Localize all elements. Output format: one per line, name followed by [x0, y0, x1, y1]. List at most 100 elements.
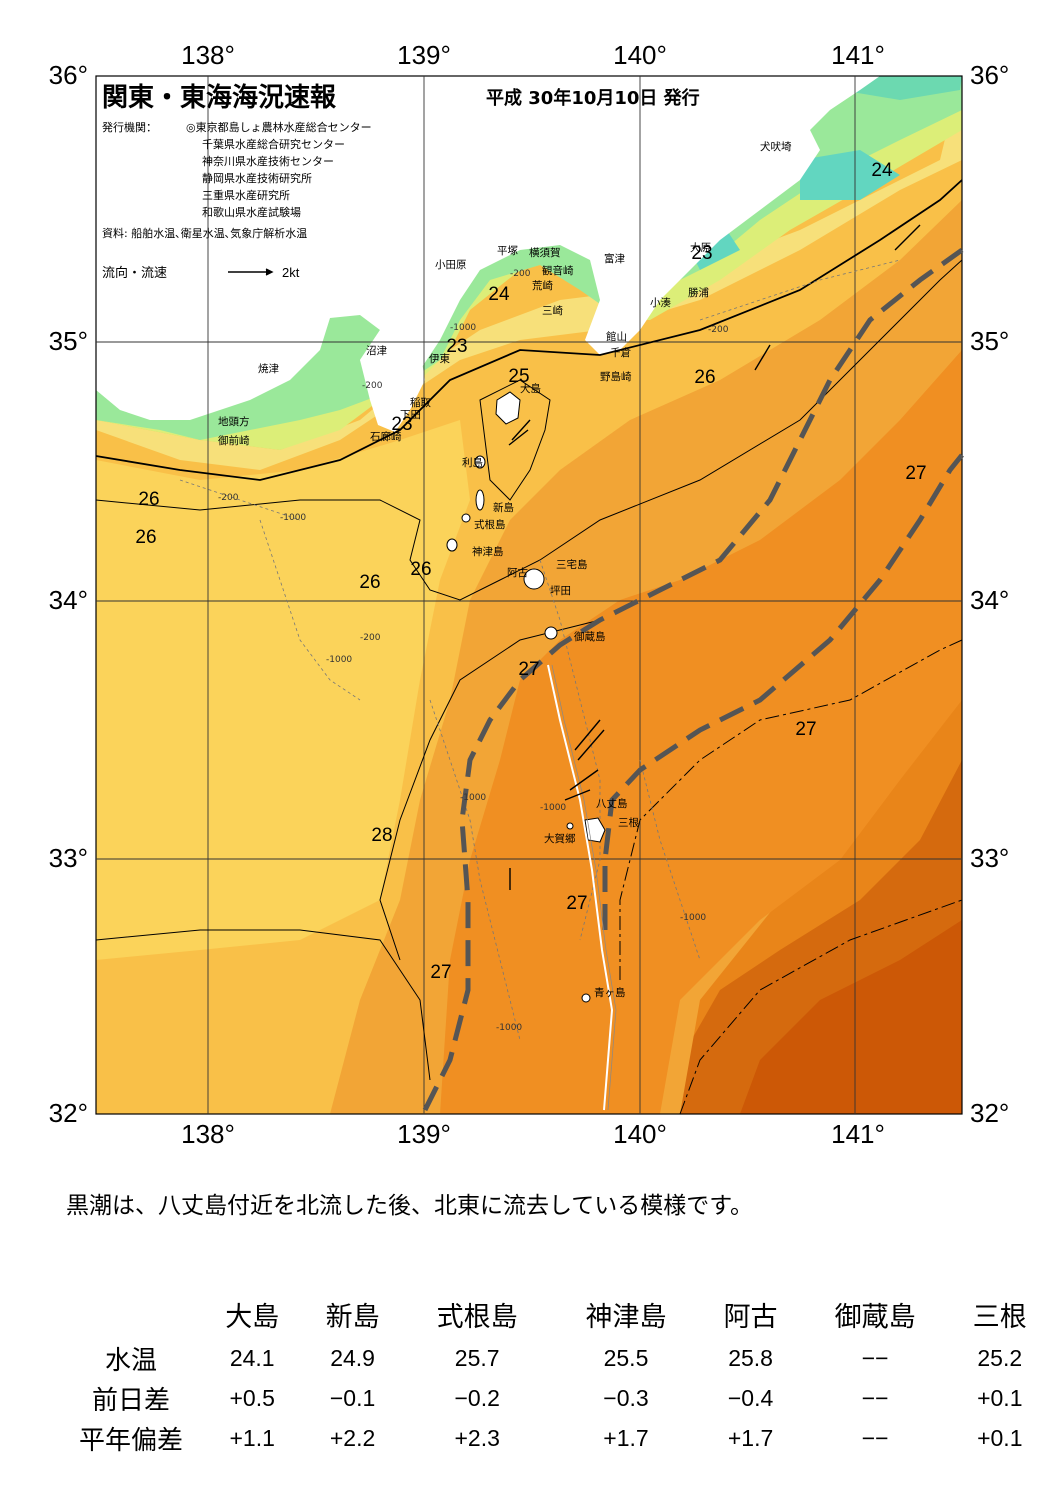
- table-cell: −−: [861, 1384, 889, 1411]
- isotherm-label: 23: [691, 243, 712, 264]
- place-label: 稲取: [410, 397, 431, 409]
- table-cell: −0.2: [454, 1384, 500, 1411]
- place-label: 青ヶ島: [594, 986, 626, 999]
- table-cell: +0.1: [977, 1384, 1023, 1411]
- depth-contours: [179, 259, 901, 1041]
- lat-label-right: 32°: [970, 1098, 1009, 1128]
- table-cell: −−: [861, 1424, 889, 1451]
- place-label: 地頭方: [218, 415, 250, 428]
- table-cell: −0.1: [329, 1384, 376, 1411]
- row-label: 前日差: [91, 1385, 170, 1416]
- issuer-label: 発行機関：: [102, 120, 157, 134]
- table-row: 前日差 +0.5 −0.1 −0.2 −0.3 −0.4 −− +0.1: [60, 1378, 1050, 1418]
- current-vectors: [228, 224, 921, 890]
- isotherm-label: 26: [138, 489, 159, 510]
- place-label: 新島: [493, 501, 514, 514]
- place-label: 伊東: [429, 352, 450, 365]
- place-label: 阿古: [507, 566, 528, 579]
- isotherm-label: 25: [508, 366, 529, 387]
- place-label: 八丈島: [596, 797, 628, 810]
- isotherm-lines: [95, 179, 963, 1115]
- depth-label: -1000: [326, 655, 352, 665]
- table-cell: −0.3: [603, 1384, 649, 1411]
- table-cell: 24.9: [330, 1344, 375, 1371]
- lat-label-right: 33°: [970, 843, 1009, 873]
- isotherm-label: 24: [871, 160, 893, 181]
- issuer-1: ◎東京都島しょ農林水産総合センター: [186, 120, 372, 134]
- row-label: 水温: [104, 1345, 157, 1376]
- depth-label: -200: [708, 325, 729, 335]
- lon-label-top: 138°: [181, 40, 235, 70]
- sea-temperature-map: 138° 139° 140° 141° 138° 139° 140° 141° …: [49, 40, 1010, 1149]
- lon-label-bottom: 139°: [397, 1119, 451, 1149]
- map-frame: [95, 75, 963, 1115]
- station-header: 神津島: [585, 1301, 667, 1333]
- place-label: 野島崎: [600, 370, 632, 383]
- graticule: [96, 76, 962, 1114]
- lat-label-right: 36°: [970, 60, 1009, 90]
- lat-label-left: 32°: [49, 1098, 88, 1128]
- isotherm-label: 27: [795, 719, 816, 740]
- depth-label: -1000: [540, 803, 566, 813]
- table-cell: +0.5: [229, 1384, 275, 1411]
- place-label: 神津島: [472, 545, 504, 558]
- lat-label-left: 34°: [49, 585, 88, 615]
- issuer-3: 神奈川県水産技術センター: [202, 154, 334, 168]
- place-label: 大賀郷: [544, 832, 576, 845]
- map-title: 関東・東海海況速報: [102, 83, 337, 113]
- place-label: 三宅島: [556, 558, 588, 571]
- table-cell: +1.1: [229, 1424, 275, 1451]
- table-cell: −0.4: [727, 1384, 774, 1411]
- row-label: 平年偏差: [78, 1425, 183, 1456]
- depth-label: -1000: [450, 323, 476, 333]
- longitude-labels: 138° 139° 140° 141° 138° 139° 140° 141°: [181, 40, 885, 1149]
- isotherm-label: 28: [371, 825, 392, 846]
- depth-label: -200: [362, 381, 383, 391]
- table-row: 水温 24.1 24.9 25.7 25.5 25.8 −− 25.2: [60, 1338, 1050, 1378]
- station-header: 御蔵島: [834, 1301, 916, 1333]
- place-label: 富津: [604, 252, 625, 265]
- place-label: 三崎: [542, 304, 563, 317]
- isotherm-label: 23: [446, 336, 467, 357]
- station-header: 大島: [225, 1301, 280, 1333]
- place-label: 利島: [462, 456, 483, 469]
- table-corner: [60, 1290, 202, 1338]
- ship-track: [547, 664, 617, 1111]
- place-label: 式根島: [474, 518, 506, 531]
- issuer-4: 静岡県水産技術研究所: [202, 171, 312, 185]
- lat-label-left: 33°: [49, 843, 88, 873]
- lat-label-left: 36°: [49, 60, 88, 90]
- place-label: 横須賀: [529, 246, 561, 259]
- place-label: 大原: [690, 241, 711, 254]
- issuer-2: 千葉県水産総合研究センター: [202, 137, 345, 151]
- place-label: 荒崎: [532, 279, 553, 292]
- table-cell: 25.8: [728, 1344, 773, 1371]
- depth-label: -1000: [460, 793, 486, 803]
- isotherm-label: 26: [359, 572, 380, 593]
- place-label: 石廊崎: [370, 430, 402, 443]
- lon-label-bottom: 141°: [831, 1119, 885, 1149]
- table-header-row: 大島 新島 式根島 神津島 阿古 御蔵島 三根: [60, 1290, 1050, 1338]
- issuer-5: 三重県水産研究所: [202, 188, 290, 202]
- issue-date: 平成 30年10月10日 発行: [486, 87, 700, 109]
- isotherm-label: 26: [694, 367, 715, 388]
- depth-label: -1000: [680, 913, 706, 923]
- observation-table: 大島 新島 式根島 神津島 阿古 御蔵島 三根 水温 24.1 24.9 25.…: [60, 1290, 1050, 1458]
- place-label: 勝浦: [688, 286, 709, 299]
- current-legend-scale: 2kt: [282, 265, 300, 280]
- lat-label-right: 34°: [970, 585, 1009, 615]
- place-label: 三根: [618, 816, 639, 829]
- place-label: 大島: [520, 382, 541, 395]
- place-label: 犬吠埼: [760, 140, 792, 153]
- lon-label-bottom: 140°: [613, 1119, 667, 1149]
- isotherm-labels: 24 24 23 23 23 25 26 26 26 26 26 27 27 2…: [135, 160, 926, 983]
- map-header: 関東・東海海況速報 平成 30年10月10日 発行 発行機関： ◎東京都島しょ農…: [102, 83, 700, 281]
- summary-text: 黒潮は、八丈島付近を北流した後、北東に流去している模様です。: [66, 1193, 754, 1219]
- depth-label: -200: [360, 633, 381, 643]
- temperature-fill: [96, 76, 962, 1114]
- table-cell: −−: [861, 1344, 889, 1371]
- place-label: 沼津: [366, 344, 387, 357]
- table-cell: 25.5: [603, 1344, 649, 1371]
- place-label: 館山: [606, 330, 627, 343]
- table-cell: +1.7: [603, 1424, 649, 1451]
